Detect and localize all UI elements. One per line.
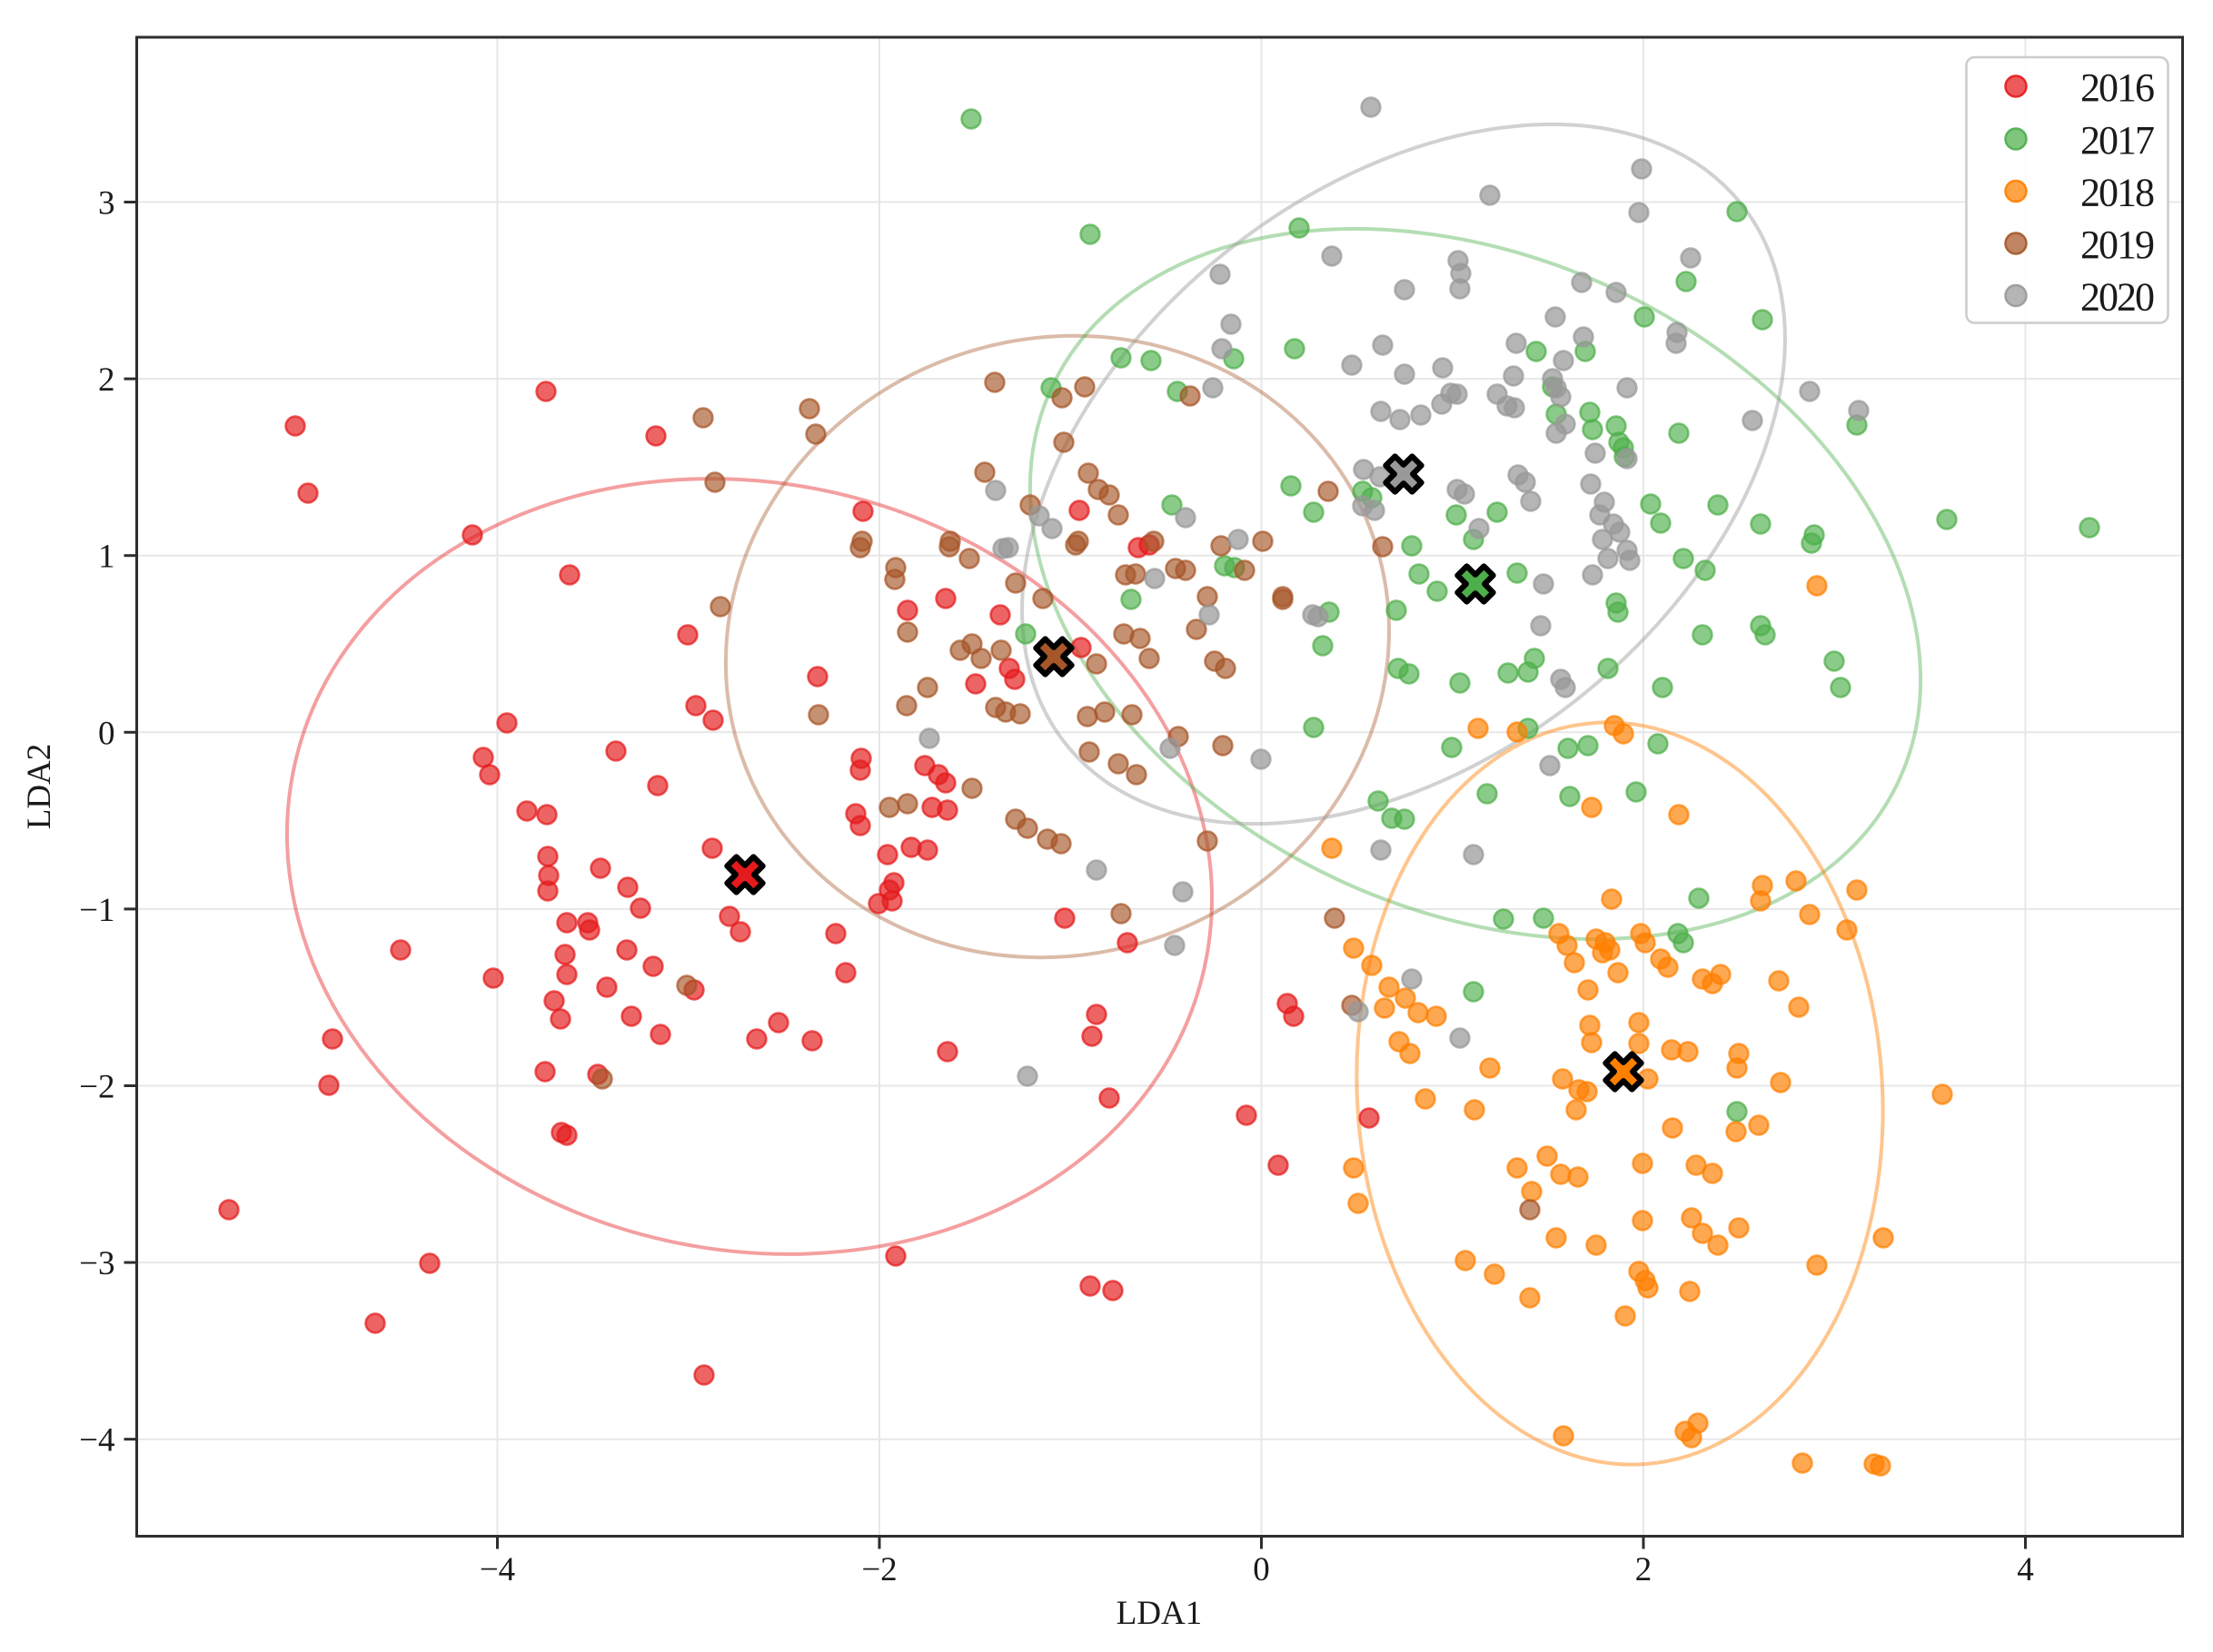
svg-text:−4: −4 — [480, 1551, 515, 1588]
svg-text:−3: −3 — [79, 1245, 114, 1282]
svg-text:LDA1: LDA1 — [1116, 1595, 1203, 1632]
svg-text:3: 3 — [98, 185, 115, 223]
svg-text:LDA2: LDA2 — [21, 744, 58, 830]
svg-text:2016: 2016 — [2080, 65, 2154, 110]
svg-text:4: 4 — [2017, 1551, 2034, 1588]
svg-text:−2: −2 — [79, 1069, 114, 1106]
svg-text:2019: 2019 — [2080, 223, 2154, 267]
svg-text:0: 0 — [98, 715, 115, 752]
svg-text:−4: −4 — [79, 1422, 114, 1459]
svg-text:0: 0 — [1253, 1551, 1270, 1588]
svg-text:−2: −2 — [861, 1551, 897, 1588]
svg-text:2: 2 — [98, 361, 115, 399]
svg-text:2018: 2018 — [2080, 171, 2154, 215]
svg-text:1: 1 — [98, 539, 115, 576]
svg-text:2017: 2017 — [2080, 118, 2154, 163]
svg-text:−1: −1 — [79, 892, 114, 929]
svg-text:2: 2 — [1635, 1551, 1652, 1588]
svg-text:2020: 2020 — [2080, 275, 2154, 320]
